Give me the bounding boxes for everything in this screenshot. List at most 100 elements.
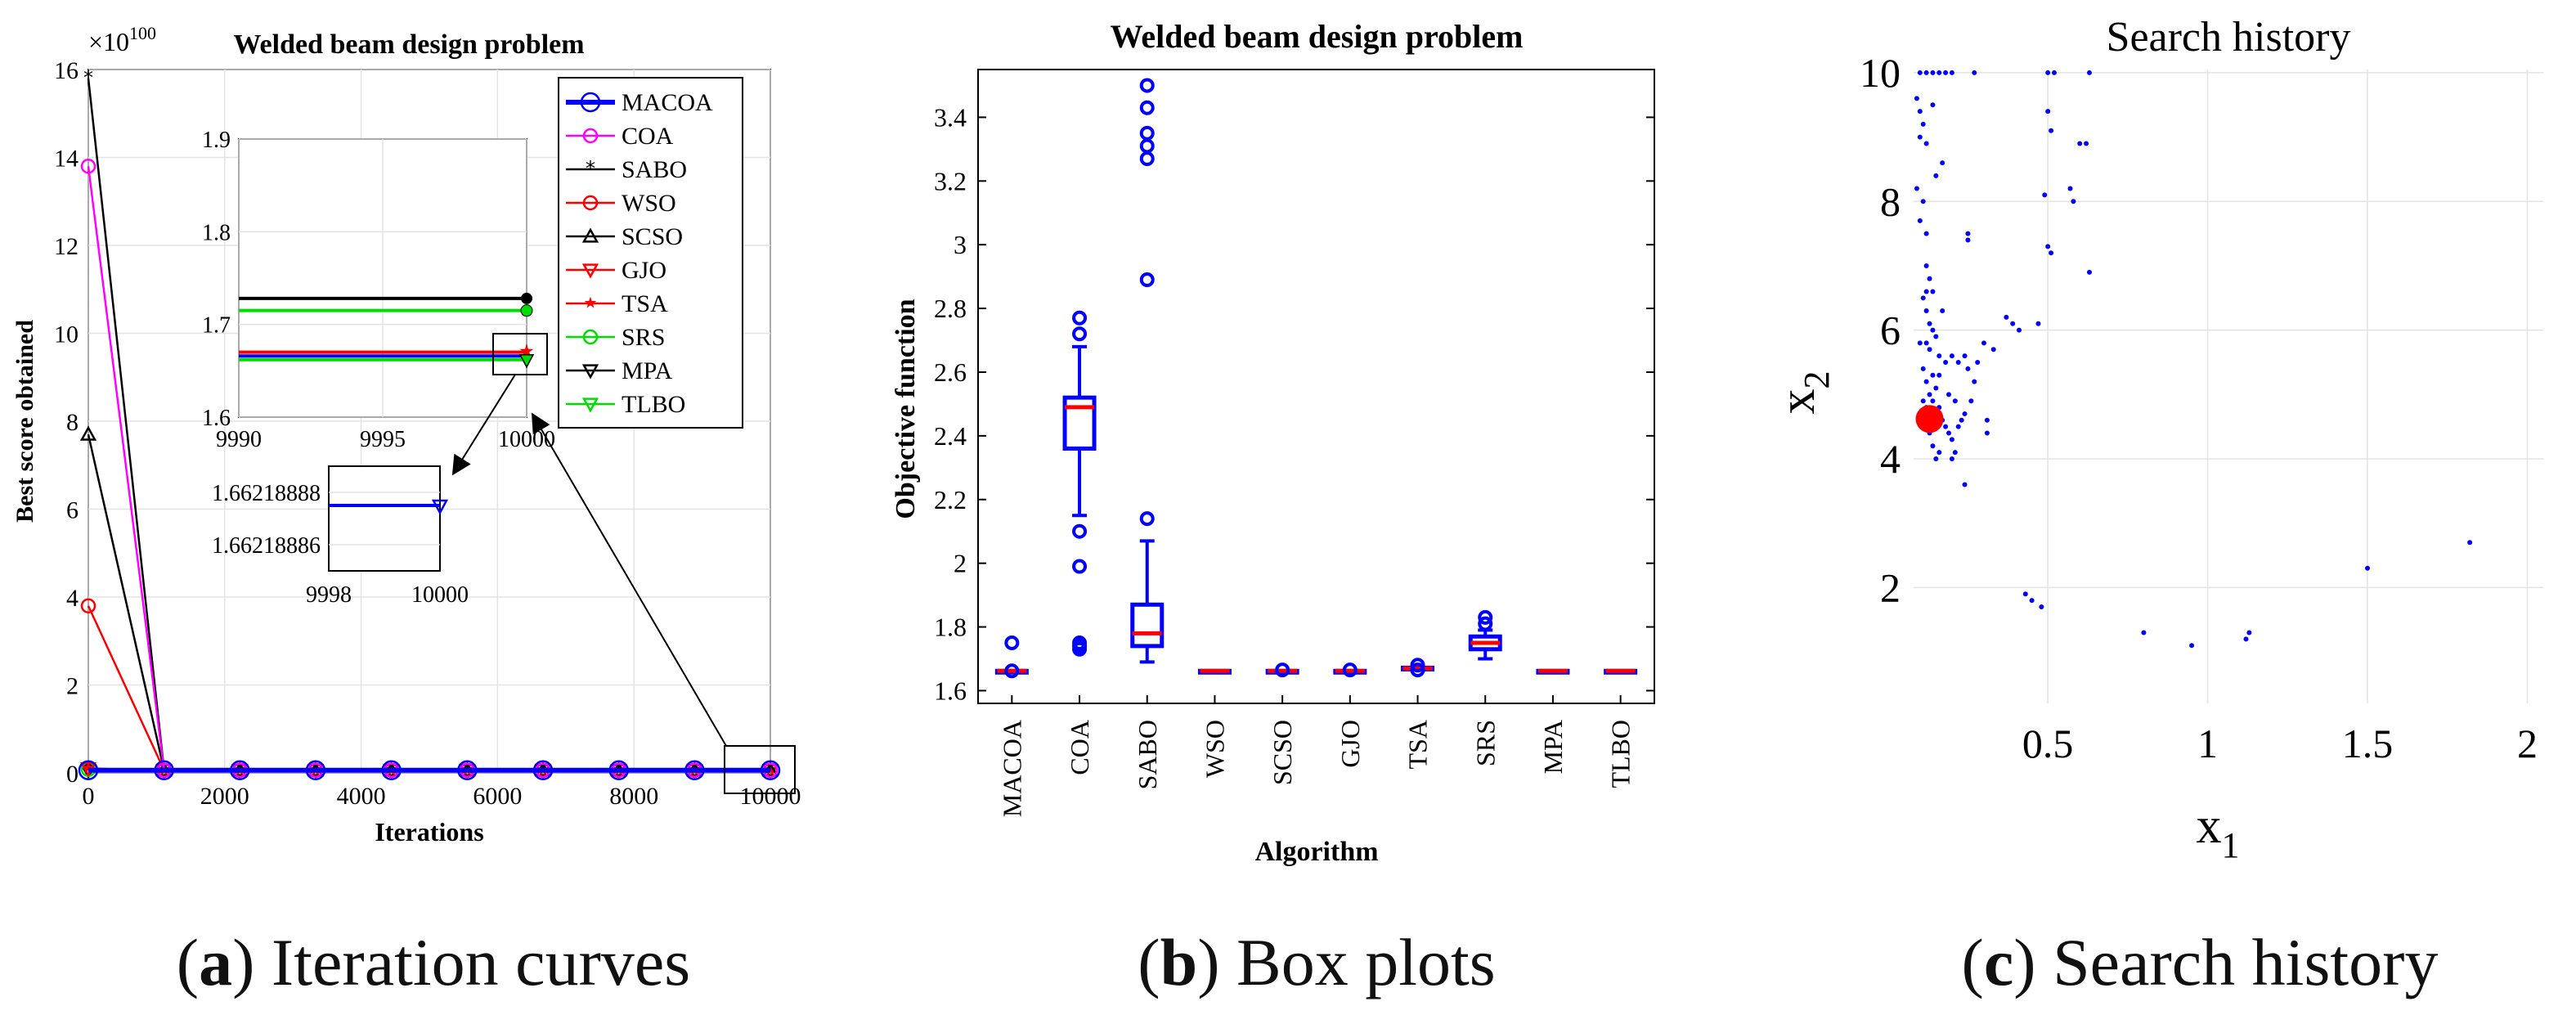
search-point [2246, 630, 2252, 636]
y-axis-label-c: x2 [1770, 371, 1837, 415]
search-point [1914, 96, 1919, 101]
panel-c-scatter-chart: 0.5 1 1.5 2 2 4 6 8 10 Search history x1 x2 [1770, 14, 2543, 865]
y-tick-label-c: 2 [1880, 564, 1901, 610]
search-point [2086, 70, 2092, 75]
series-marker-macoa [684, 760, 705, 781]
search-point [1965, 237, 1971, 243]
outlier [1410, 658, 1425, 673]
search-point [1917, 340, 1923, 346]
x-tick-label-a: 10000 [740, 783, 801, 810]
outlier [1410, 662, 1425, 678]
search-point [2467, 540, 2473, 546]
search-point [1945, 430, 1951, 436]
search-point [1920, 295, 1926, 301]
search-point [1933, 385, 1939, 391]
y-tick-label-b: 3.4 [934, 102, 967, 132]
search-point [1923, 340, 1929, 346]
outlier [1139, 272, 1155, 288]
y-axis-label-a: Best score obtained [11, 320, 38, 523]
outlier [1072, 641, 1088, 657]
chart-title-c: Search history [2107, 14, 2351, 61]
legend-marker-mpa [581, 364, 599, 380]
inset1-x-tick: 9990 [216, 427, 262, 452]
search-point [1984, 430, 1990, 436]
x-tick-label-b: GJO [1335, 720, 1365, 768]
legend-label-macoa: MACOA [622, 89, 713, 116]
outlier [1004, 636, 1020, 651]
search-point [2077, 141, 2083, 146]
search-point [1945, 392, 1951, 397]
search-point [2086, 269, 2092, 275]
y-tick-label-a: 2 [66, 673, 79, 700]
legend-label-sabo: SABO [622, 156, 687, 183]
x-tick-label-b: MACOA [997, 720, 1026, 817]
boxes-b [994, 78, 1638, 679]
search-point [1972, 379, 1977, 384]
caption-a-text: Iteration curves [271, 925, 691, 999]
search-point [1962, 411, 1968, 416]
inset2-end-marker [431, 499, 449, 515]
y-tick-label-b: 2.4 [934, 421, 967, 451]
x-tick-label-a: 4000 [337, 783, 386, 810]
search-point [1968, 398, 1974, 404]
series-marker-macoa [381, 760, 402, 781]
x-tick-label-b: SRS [1470, 720, 1500, 766]
search-point [1981, 340, 1986, 346]
inset2-x-tick: 10000 [411, 582, 469, 608]
series-marker-macoa [305, 760, 326, 781]
search-point [1949, 437, 1954, 442]
search-point [1923, 289, 1929, 294]
inset2-y-tick: 1.66218886 [212, 533, 321, 559]
y-tick-label-b: 3.2 [934, 166, 967, 195]
inset-2: 1.66218886 1.66218888 9998 10000 [212, 481, 469, 608]
search-point [2051, 70, 2057, 75]
inset1-y-tick: 1.7 [202, 313, 231, 339]
caption-b: (b) Box plots [1138, 925, 1496, 999]
inset1-end-marker [520, 304, 533, 317]
outlier [1478, 616, 1493, 631]
legend-label-mpa: MPA [622, 357, 673, 384]
x-tick-label-a: 0 [83, 783, 95, 810]
search-point [1923, 263, 1929, 268]
search-point [1943, 70, 1949, 75]
outlier [1139, 151, 1155, 167]
search-point [1949, 456, 1954, 462]
x-tick-label-b: TLBO [1606, 720, 1636, 788]
legend-marker-macoa [580, 92, 601, 113]
search-point [1923, 379, 1929, 384]
search-point [1917, 134, 1923, 140]
x-axis-label-a: Iterations [375, 817, 483, 847]
y-tick-label-c: 6 [1880, 308, 1901, 353]
inset1-y-tick: 1.6 [202, 406, 231, 431]
y-tick-label-b: 1.8 [934, 613, 967, 642]
outlier [1139, 78, 1155, 93]
search-point [1923, 141, 1929, 146]
y-tick-label-a: 0 [66, 761, 79, 788]
search-point [1930, 327, 1936, 333]
series-marker-macoa [532, 760, 554, 781]
y-tick-label-a: 16 [54, 57, 79, 84]
search-point [1930, 398, 1936, 404]
ticks-a: 0 2000 4000 6000 8000 10000 0 2 4 6 8 10 12 14 16 [54, 57, 801, 810]
search-point [1930, 70, 1936, 75]
search-point [1914, 186, 1919, 191]
y-axis-label-b: Objective function [891, 299, 921, 519]
legend-marker-tsa: ★ [583, 294, 597, 312]
series-a: ★ ★ ★ ★ ★ ★ ★ ★ ★ ★** * * * * * * * * [78, 66, 781, 781]
x-tick-label-c: 1.5 [2342, 721, 2394, 766]
y-tick-label-a: 14 [54, 146, 79, 173]
search-point [2042, 192, 2048, 198]
search-point [1943, 424, 1949, 429]
search-point [1930, 102, 1936, 108]
caption-b-text: Box plots [1236, 925, 1496, 999]
y-tick-label-a: 4 [66, 585, 79, 612]
chart-title-b: Welded beam design problem [1111, 18, 1524, 55]
legend-marker-srs [582, 329, 599, 345]
search-point [1952, 450, 1958, 456]
zoom-box-small [492, 333, 548, 375]
search-point [1936, 70, 1942, 75]
y-tick-label-a: 12 [54, 233, 79, 260]
points-c [1914, 70, 2473, 649]
outlier [1478, 609, 1493, 625]
search-point [1990, 347, 1996, 353]
